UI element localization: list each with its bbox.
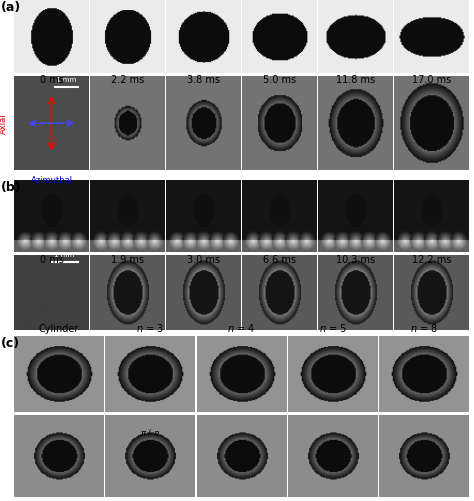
- Text: 3.0 ms: 3.0 ms: [187, 255, 220, 265]
- Text: 12.2 ms: 12.2 ms: [412, 255, 451, 265]
- Text: 0 ms: 0 ms: [39, 255, 64, 265]
- Text: 2.2 ms: 2.2 ms: [111, 75, 144, 85]
- Text: $n$ = 8: $n$ = 8: [410, 322, 438, 334]
- Text: 0 ms: 0 ms: [39, 75, 64, 85]
- Text: 1.9 ms: 1.9 ms: [111, 255, 144, 265]
- Text: 11.8 ms: 11.8 ms: [336, 75, 375, 85]
- Text: (a): (a): [1, 1, 21, 14]
- Text: Azimuthal: Azimuthal: [30, 176, 73, 185]
- Text: 17.0 ms: 17.0 ms: [412, 75, 451, 85]
- Text: $\pi$ / $n$: $\pi$ / $n$: [140, 427, 160, 438]
- Text: 6.6 ms: 6.6 ms: [263, 255, 296, 265]
- Text: $n$ = 4: $n$ = 4: [228, 322, 255, 334]
- Text: 1 mm: 1 mm: [56, 77, 76, 83]
- Text: Cylinder: Cylinder: [39, 324, 79, 334]
- Text: 10.3 ms: 10.3 ms: [336, 255, 375, 265]
- Text: Axial: Axial: [0, 113, 8, 134]
- Text: $n$ = 5: $n$ = 5: [319, 322, 346, 334]
- Text: 1 mm: 1 mm: [55, 253, 75, 259]
- Text: (b): (b): [1, 181, 22, 194]
- Text: 5.0 ms: 5.0 ms: [263, 75, 296, 85]
- Text: 3.8 ms: 3.8 ms: [187, 75, 220, 85]
- Text: $n$ = 3: $n$ = 3: [137, 322, 164, 334]
- Text: (c): (c): [1, 337, 20, 350]
